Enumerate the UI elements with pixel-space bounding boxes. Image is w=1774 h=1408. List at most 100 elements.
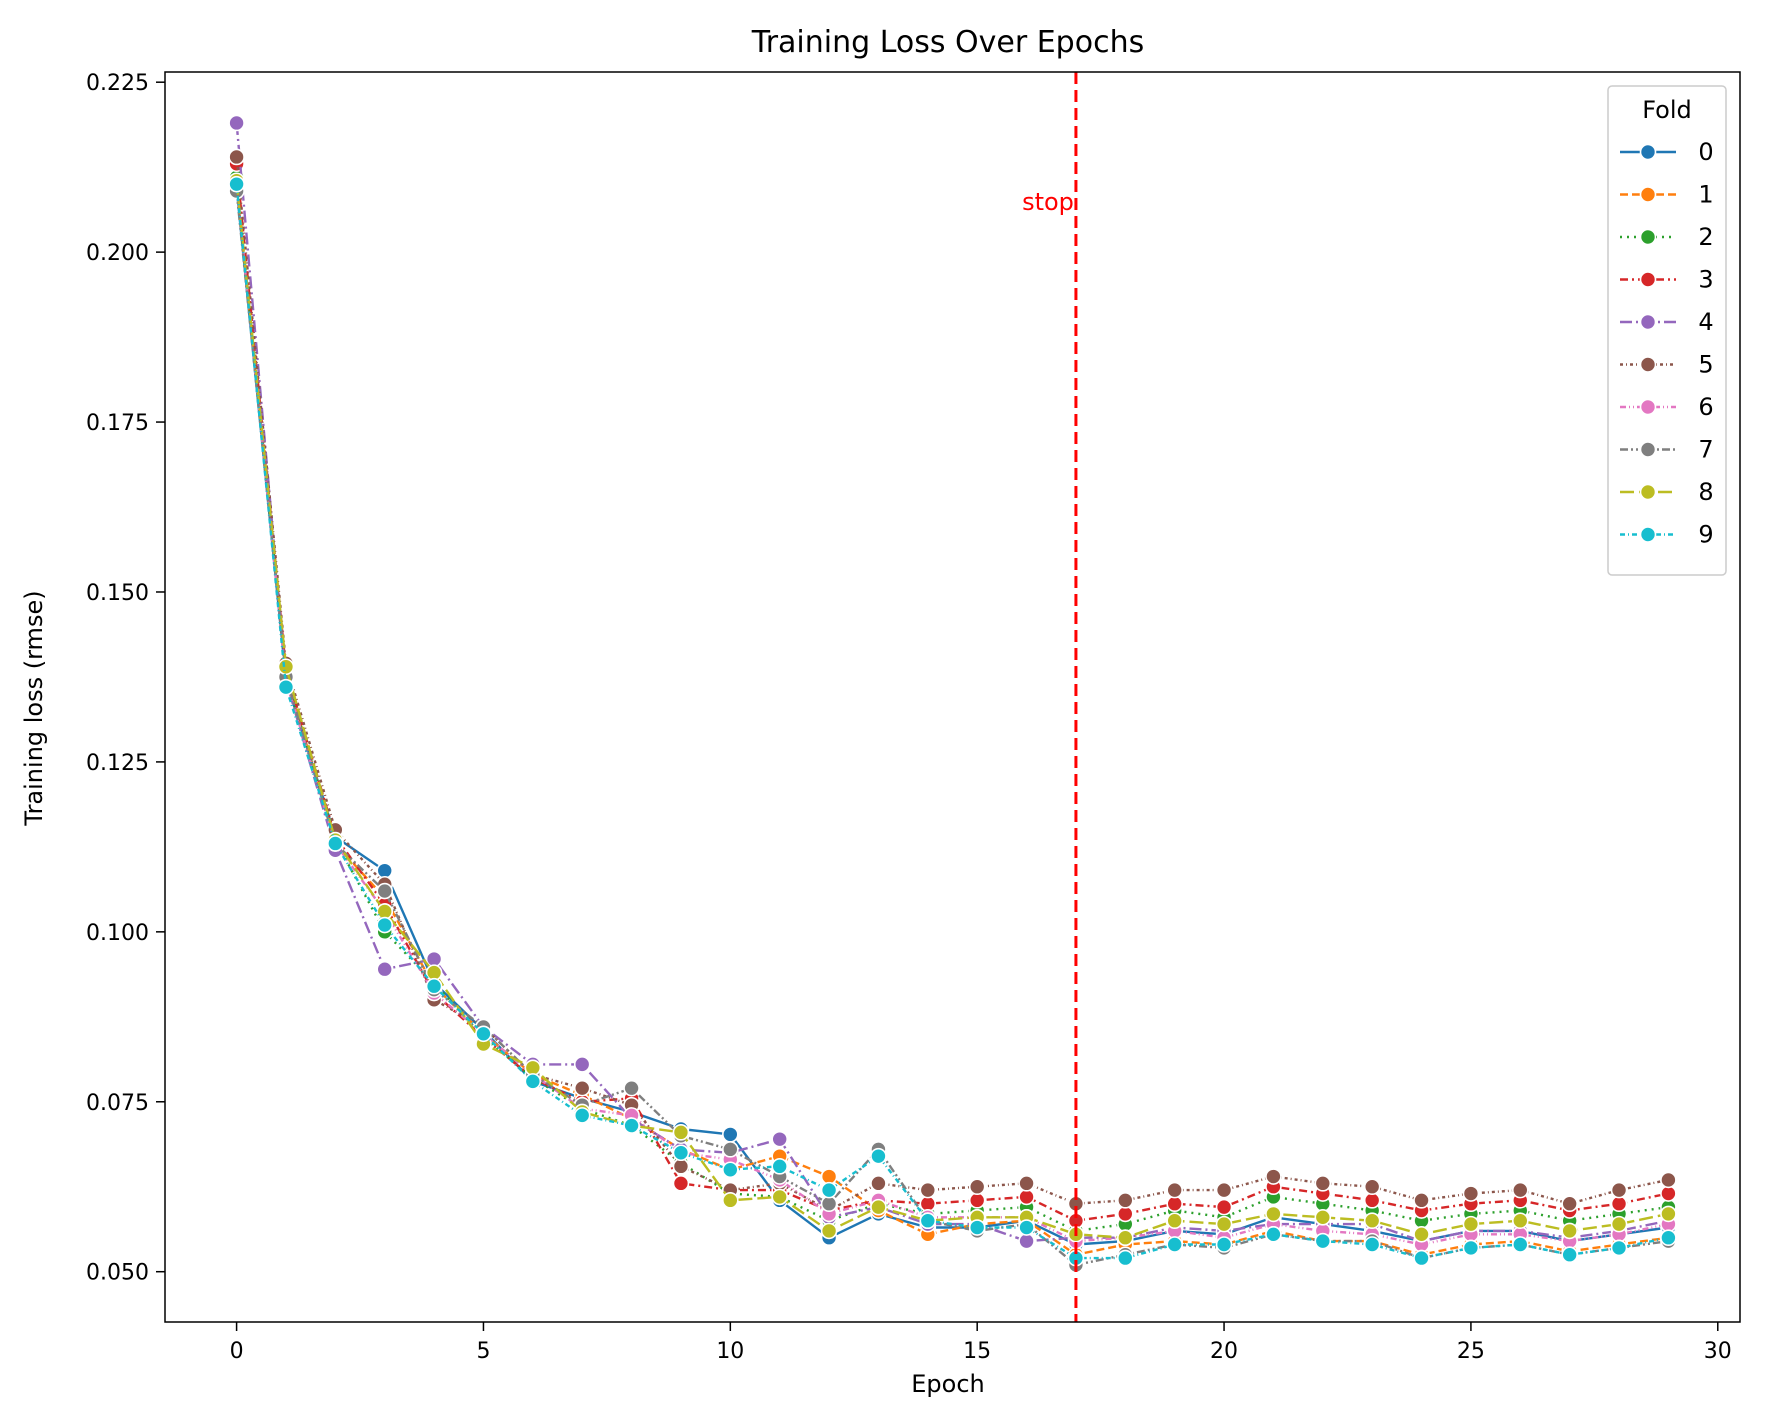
data-point <box>228 148 245 166</box>
data-point <box>1215 1181 1233 1199</box>
data-point <box>1610 1239 1628 1257</box>
data-point <box>968 1178 986 1196</box>
x-axis-label: Epoch <box>911 1370 985 1398</box>
y-tick-label: 0.100 <box>86 921 149 946</box>
data-point <box>1462 1215 1480 1233</box>
series-fold-9 <box>228 175 1677 1267</box>
x-tick-label: 30 <box>1704 1339 1732 1364</box>
data-point <box>475 1025 492 1043</box>
x-tick-label: 15 <box>963 1339 991 1364</box>
legend-label: 4 <box>1698 308 1713 336</box>
legend-label: 8 <box>1698 478 1713 506</box>
data-point <box>722 1141 739 1158</box>
data-point <box>919 1195 937 1213</box>
data-point <box>1314 1209 1332 1226</box>
x-tick-label: 5 <box>476 1339 490 1364</box>
y-tick-label: 0.075 <box>86 1091 149 1116</box>
legend-swatch-marker <box>1639 441 1657 458</box>
y-tick-label: 0.050 <box>86 1261 149 1286</box>
data-point <box>1215 1236 1233 1253</box>
legend-items: 0 1 2 3 4 5 6 7 8 9 <box>1620 138 1714 549</box>
data-point <box>1166 1181 1183 1199</box>
x-axis-ticks: 0 5 10 15 20 25 30 <box>230 1322 1732 1364</box>
axes-frame <box>164 71 1741 1323</box>
y-tick-label: 0.175 <box>86 411 149 436</box>
data-point <box>968 1219 986 1236</box>
data-point <box>376 960 394 978</box>
legend-item: 4 <box>1620 308 1714 336</box>
x-tick-label: 0 <box>230 1339 244 1364</box>
data-point <box>1166 1195 1183 1213</box>
chart-title: Training Loss Over Epochs <box>751 25 1144 60</box>
legend-item: 9 <box>1620 521 1714 549</box>
y-tick-label: 0.200 <box>86 241 149 266</box>
legend-item: 6 <box>1620 393 1714 421</box>
data-point <box>820 1195 838 1213</box>
data-point <box>820 1222 838 1240</box>
data-point <box>1018 1219 1035 1236</box>
y-tick-label: 0.125 <box>86 751 149 776</box>
data-point <box>376 862 394 879</box>
data-point <box>672 1124 690 1141</box>
data-point <box>524 1059 542 1077</box>
data-point <box>722 1161 739 1179</box>
legend-label: 1 <box>1698 181 1713 209</box>
data-point <box>1413 1192 1430 1209</box>
legend-item: 2 <box>1620 223 1714 251</box>
x-tick-label: 25 <box>1457 1339 1485 1364</box>
data-point <box>327 835 344 852</box>
data-point <box>1511 1212 1529 1230</box>
data-point <box>968 1192 986 1209</box>
legend-swatch-marker <box>1639 143 1657 161</box>
legend-label: 5 <box>1698 351 1713 379</box>
x-tick-label: 10 <box>716 1339 744 1364</box>
legend-swatch-marker <box>1639 483 1657 501</box>
data-point <box>1413 1249 1430 1267</box>
data-point <box>228 114 245 132</box>
data-point <box>1462 1185 1480 1202</box>
data-point <box>425 964 443 981</box>
legend-item: 0 <box>1620 138 1714 166</box>
data-point <box>228 175 245 193</box>
data-point <box>919 1212 937 1230</box>
data-point <box>277 678 295 696</box>
legend-label: 0 <box>1698 138 1713 166</box>
series-line-fold-7 <box>235 190 1669 1267</box>
data-point <box>1363 1236 1381 1253</box>
y-axis-label: Training loss (rmse) <box>20 590 48 826</box>
y-tick-label: 0.225 <box>86 71 149 96</box>
data-point <box>722 1192 739 1209</box>
data-point <box>672 1175 690 1192</box>
data-point <box>1018 1175 1035 1192</box>
data-point <box>1117 1249 1134 1267</box>
series-line-fold-5 <box>235 156 1669 1212</box>
stop-label: stop <box>1022 188 1074 216</box>
data-point <box>1215 1215 1233 1233</box>
data-point <box>722 1126 739 1143</box>
data-point <box>1610 1181 1628 1199</box>
data-point <box>1561 1222 1578 1240</box>
data-point <box>1215 1198 1233 1216</box>
legend-box <box>1607 85 1727 576</box>
data-point <box>1561 1246 1578 1264</box>
legend-swatch-marker <box>1639 526 1657 543</box>
legend-title: Fold <box>1642 96 1692 124</box>
data-point <box>1018 1232 1035 1250</box>
legend-label: 6 <box>1698 393 1713 421</box>
legend-item: 7 <box>1620 436 1714 464</box>
data-point <box>277 658 295 676</box>
data-point <box>919 1181 937 1199</box>
data-point <box>1314 1175 1332 1192</box>
data-point <box>524 1073 542 1090</box>
data-point <box>1610 1215 1628 1233</box>
data-point <box>573 1079 591 1097</box>
data-point <box>1018 1188 1035 1206</box>
data-point <box>771 1188 788 1206</box>
legend-label: 9 <box>1698 521 1713 549</box>
data-point <box>672 1158 690 1175</box>
legend-swatch-marker <box>1639 398 1657 416</box>
data-point <box>425 977 443 995</box>
data-point <box>1610 1195 1628 1213</box>
data-point <box>1314 1232 1332 1250</box>
